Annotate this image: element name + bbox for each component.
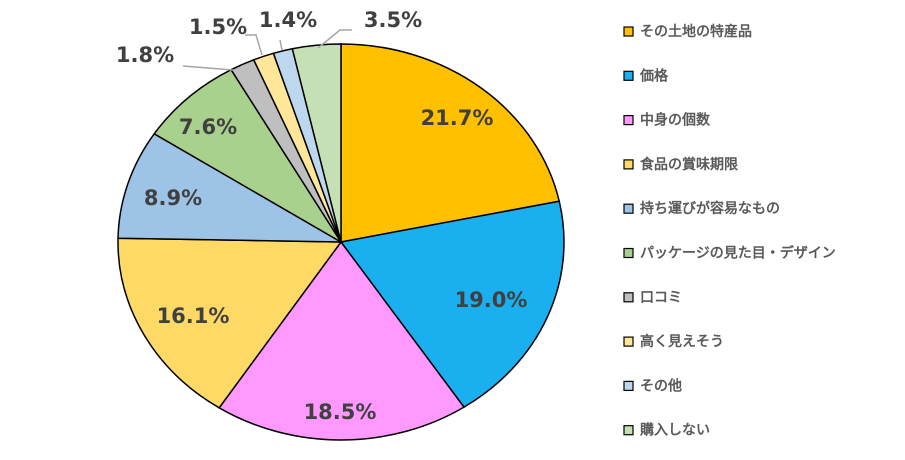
legend-swatch: [623, 114, 634, 126]
pie-slice-3: [218, 240, 466, 441]
legend-label: 口コミ: [640, 290, 682, 306]
legend-label: 高く見えそう: [640, 333, 724, 350]
legend-swatch: [623, 425, 634, 436]
legend-label: 価格: [639, 67, 669, 84]
pie-slice-4: [117, 237, 343, 409]
leader-line-1.4: [279, 39, 283, 51]
pie-slice-5: [117, 132, 344, 243]
data-label: 21.7%: [421, 106, 494, 130]
data-label: 1.5%: [189, 15, 247, 39]
data-label: 7.6%: [179, 115, 237, 139]
legend-label: 食品の賞味期限: [640, 156, 738, 173]
pie-slice-1: [340, 43, 561, 243]
legend-swatch: [623, 70, 634, 81]
legend-swatch: [623, 203, 634, 214]
data-label: 1.4%: [259, 8, 317, 32]
leader-line-1.8: [182, 65, 234, 71]
legend-label: 持ち運びが容易なもの: [640, 200, 780, 217]
pie-slice-6: [153, 68, 342, 243]
legend-swatch: [623, 336, 634, 347]
legend-swatch: [623, 292, 634, 303]
leader-line-1.5: [245, 34, 263, 56]
data-label: 18.5%: [304, 400, 377, 424]
legend-label: 中身の個数: [640, 112, 711, 129]
pie-slice-10: [291, 43, 342, 243]
data-label: 3.5%: [364, 8, 422, 32]
pie-slice-2: [339, 200, 565, 409]
leader-line-3.5: [317, 29, 352, 49]
data-label: 19.0%: [455, 288, 528, 312]
data-label: 16.1%: [157, 304, 230, 328]
legend-swatch: [623, 380, 634, 391]
legend-swatch: [623, 26, 634, 37]
legend-label: パッケージの見た目・デザイン: [640, 245, 836, 262]
legend-label: その他: [640, 377, 682, 394]
legend-swatch: [623, 159, 634, 170]
legend-label: 購入しない: [639, 422, 710, 439]
data-label: 1.8%: [116, 43, 174, 67]
legend-swatch: [623, 247, 634, 259]
legend-label: その土地の特産品: [640, 23, 752, 40]
data-label: 8.9%: [144, 186, 202, 210]
